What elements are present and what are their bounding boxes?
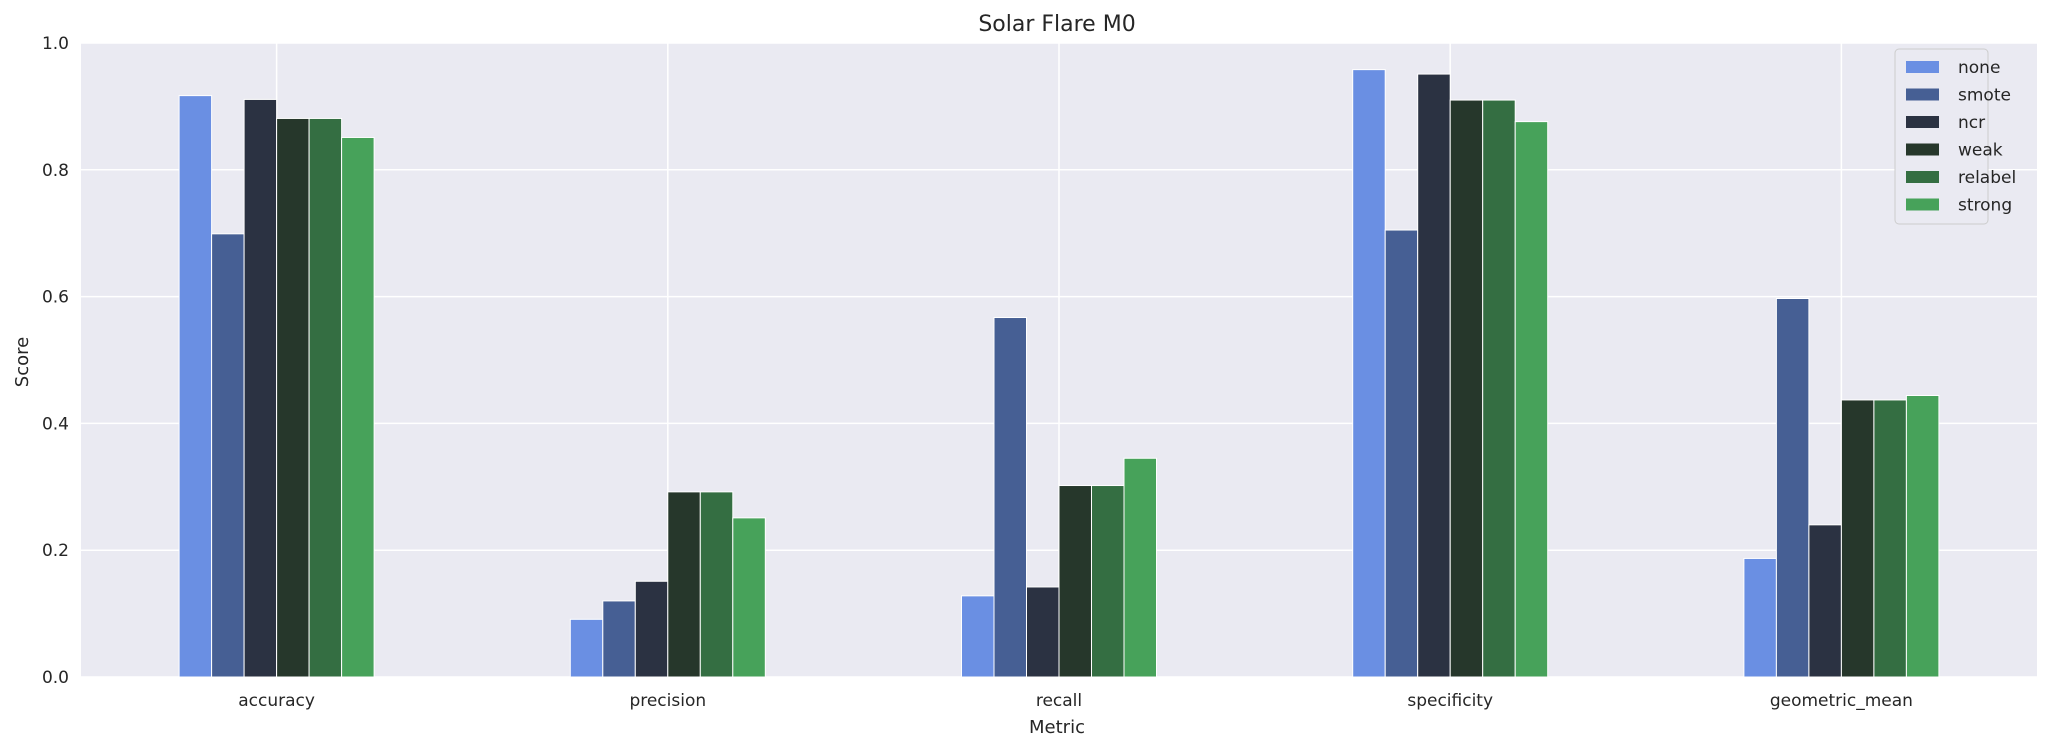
bar-none-specificity xyxy=(1353,70,1386,677)
bar-ncr-specificity xyxy=(1418,74,1451,677)
bar-ncr-accuracy xyxy=(244,99,277,677)
bar-smote-recall xyxy=(994,318,1027,677)
bar-none-accuracy xyxy=(179,96,212,677)
bar-ncr-geometric_mean xyxy=(1809,525,1842,677)
bar-smote-accuracy xyxy=(212,234,245,677)
x-axis-ticks: accuracy precision recall specificity geomet… xyxy=(238,691,1913,711)
x-tick-label-accuracy: accuracy xyxy=(238,691,315,711)
bar-weak-geometric_mean xyxy=(1841,400,1874,677)
bar-relabel-recall xyxy=(1092,486,1125,677)
x-tick-label-specificity: specificity xyxy=(1407,691,1493,711)
bar-relabel-geometric_mean xyxy=(1874,400,1907,677)
bar-relabel-accuracy xyxy=(309,118,342,677)
bar-ncr-precision xyxy=(635,581,668,677)
legend-swatch-strong xyxy=(1906,199,1939,211)
legend-swatch-ncr xyxy=(1906,116,1939,128)
bar-smote-precision xyxy=(603,601,636,677)
bar-none-precision xyxy=(570,619,603,677)
bar-strong-geometric_mean xyxy=(1906,396,1939,678)
bar-strong-specificity xyxy=(1515,122,1548,677)
x-tick-label-recall: recall xyxy=(1036,691,1082,711)
y-tick-label: 0.4 xyxy=(42,414,69,434)
legend-swatch-relabel xyxy=(1906,171,1939,183)
bar-strong-recall xyxy=(1124,458,1157,677)
chart-title: Solar Flare M0 xyxy=(978,12,1135,37)
bar-weak-recall xyxy=(1059,486,1092,677)
bar-relabel-specificity xyxy=(1483,100,1516,677)
x-tick-label-geometric_mean: geometric_mean xyxy=(1770,691,1913,711)
y-tick-label: 0.8 xyxy=(42,161,69,181)
x-axis-label: Metric xyxy=(1029,717,1085,738)
bar-weak-precision xyxy=(668,492,701,677)
bar-weak-accuracy xyxy=(277,118,310,677)
y-tick-label: 0.0 xyxy=(42,668,69,688)
bar-none-recall xyxy=(962,596,995,677)
bar-relabel-precision xyxy=(700,492,733,677)
bar-weak-specificity xyxy=(1450,100,1483,677)
legend-label-smote: smote xyxy=(1958,86,2011,106)
y-tick-label: 1.0 xyxy=(42,34,69,54)
bar-smote-geometric_mean xyxy=(1776,299,1809,678)
y-axis-ticks: 0.0 0.2 0.4 0.6 0.8 1.0 xyxy=(42,34,69,688)
legend-label-ncr: ncr xyxy=(1958,113,1985,133)
y-axis-label: Score xyxy=(12,337,33,387)
legend-label-relabel: relabel xyxy=(1958,168,2016,188)
x-tick-label-precision: precision xyxy=(629,691,706,711)
bar-strong-precision xyxy=(733,518,766,677)
bar-none-geometric_mean xyxy=(1744,558,1777,677)
legend-label-strong: strong xyxy=(1958,196,2012,216)
bar-smote-specificity xyxy=(1385,230,1418,677)
bar-strong-accuracy xyxy=(342,137,375,677)
legend-swatch-smote xyxy=(1906,89,1939,101)
legend-swatch-none xyxy=(1906,61,1939,73)
legend-label-weak: weak xyxy=(1958,141,2003,161)
y-tick-label: 0.6 xyxy=(42,288,69,308)
bar-ncr-recall xyxy=(1027,587,1060,677)
legend-swatch-weak xyxy=(1906,144,1939,156)
y-tick-label: 0.2 xyxy=(42,541,69,561)
legend-label-none: none xyxy=(1958,58,2000,78)
